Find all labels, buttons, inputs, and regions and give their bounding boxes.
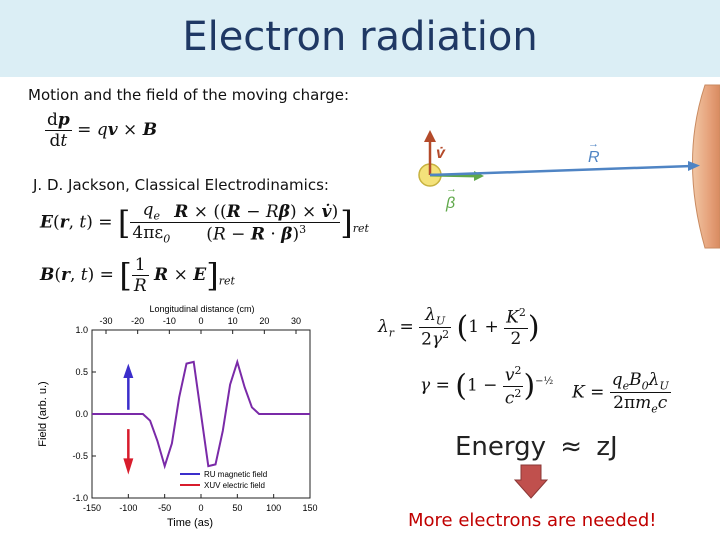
energy-unit: zJ <box>596 432 618 462</box>
equation-gamma: γ = (1 − v2 c2)−½ <box>420 364 554 409</box>
chart-x-axis-label: Time (as) <box>167 517 213 529</box>
R-vector-bar: → <box>588 138 599 150</box>
beta-vector-bar: → <box>446 183 457 195</box>
energy-row: Energy ≈ zJ <box>455 432 618 462</box>
radiation-diagram: v̇ R → β → <box>418 84 720 249</box>
y-tick-label: -1.0 <box>72 493 88 503</box>
magnetic-field-arrowhead <box>123 363 134 378</box>
top-tick-label: 0 <box>198 316 203 326</box>
x-tick-label: -50 <box>158 503 171 513</box>
conclusion-text: More electrons are needed! <box>408 510 657 531</box>
x-tick-label: -150 <box>83 503 101 513</box>
equation-magnetic-field: B(r, t) = [1 R R × E]ret <box>40 255 235 296</box>
x-tick-label: 150 <box>302 503 317 513</box>
title-bar <box>0 0 720 77</box>
top-tick-label: 30 <box>291 316 301 326</box>
top-tick-label: -30 <box>99 316 112 326</box>
top-tick-label: -10 <box>163 316 176 326</box>
y-tick-label: -0.5 <box>72 451 88 461</box>
v-dot-label: v̇ <box>436 145 446 162</box>
slide-title: Electron radiation <box>182 14 538 60</box>
y-tick-label: 0.5 <box>75 367 88 377</box>
R-label: R <box>588 149 600 166</box>
equation-motion: dp dt = qv × B <box>45 110 158 151</box>
y-tick-label: 0.0 <box>75 409 88 419</box>
field-chart: Longitudinal distance (cm) Time (as) Fie… <box>37 304 318 529</box>
top-tick-label: 20 <box>259 316 269 326</box>
equation-wavelength: λr = λU 2γ2 (1 + K2 2) <box>378 305 540 351</box>
x-tick-label: 0 <box>198 503 203 513</box>
equation-K: K = qeB0λU 2πmec <box>572 370 671 416</box>
beta-label: β <box>445 195 455 212</box>
legend-label: XUV electric field <box>204 481 265 490</box>
equation-electric-field: E(r, t) = [qe 4πε0 R × ((R − Rβ) × v̇) (R −… <box>40 200 369 246</box>
jackson-text: J. D. Jackson, Classical Electrodinamics… <box>33 176 329 194</box>
legend-label: RU magnetic field <box>204 470 267 479</box>
electric-field-arrowhead <box>123 458 134 475</box>
energy-label: Energy <box>455 432 547 462</box>
x-tick-label: -100 <box>119 503 137 513</box>
detector-mirror <box>692 84 720 249</box>
approx-symbol: ≈ <box>560 432 583 462</box>
motion-text: Motion and the field of the moving charg… <box>28 86 350 104</box>
chart-y-axis-label: Field (arb. u.) <box>37 381 49 446</box>
R-arrow <box>429 164 693 177</box>
top-tick-label: 10 <box>228 316 238 326</box>
x-tick-label: 50 <box>232 503 242 513</box>
y-tick-label: 1.0 <box>75 325 88 335</box>
field-waveform <box>92 358 310 470</box>
x-tick-label: 100 <box>266 503 281 513</box>
chart-top-axis-label: Longitudinal distance (cm) <box>149 304 254 314</box>
down-arrow-icon <box>514 464 548 499</box>
top-tick-label: -20 <box>131 316 144 326</box>
